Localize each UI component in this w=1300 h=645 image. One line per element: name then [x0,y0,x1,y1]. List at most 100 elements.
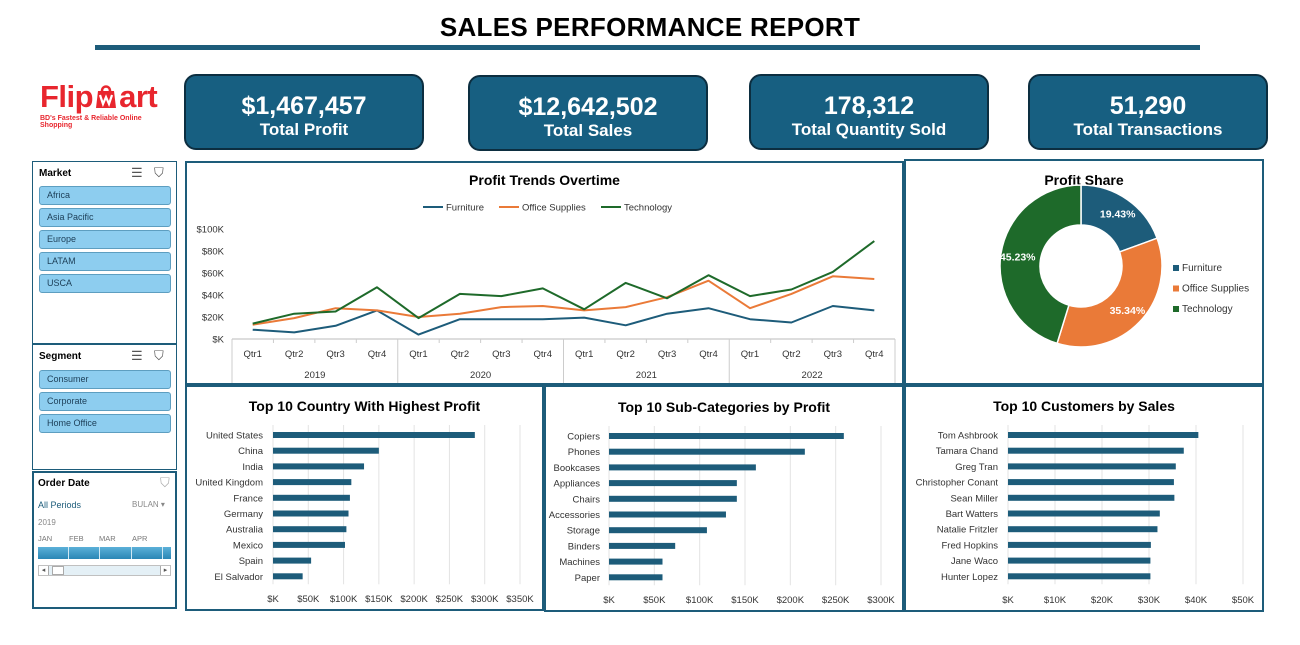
kpi-total-sales: $12,642,502 Total Sales [468,75,708,151]
slicer-item[interactable]: USCA [39,274,171,293]
y-tick-label: $40K [202,291,225,302]
x-tick-label: $250K [822,595,850,606]
x-tick-label: Qtr2 [782,349,800,360]
top-subcategories-panel: Top 10 Sub-Categories by Profit $K $50K $1… [544,385,904,612]
category-label: Natalie Fritzler [937,525,998,536]
data-label: 35.34% [1110,305,1146,317]
category-label: Bookcases [554,463,601,474]
clear-filter-icon[interactable]: ⛉ [160,475,170,490]
timeline-scrollbar[interactable]: ◂ ▸ [38,565,171,576]
series-line-technology [252,240,875,325]
bar [1008,510,1160,517]
kpi-label: Total Quantity Sold [791,120,947,139]
slicer-item[interactable]: LATAM [39,252,171,271]
category-label: United States [206,431,263,442]
clear-filter-icon[interactable]: ⛉ [154,165,164,180]
bar [273,510,349,517]
category-label: Chairs [573,494,601,505]
category-label: Bart Watters [946,509,999,520]
y-tick-label: $K [212,335,224,346]
legend-swatch [1173,285,1179,292]
x-tick-label: $50K [643,595,666,606]
kpi-value: 178,312 [823,92,915,120]
bar [609,511,726,518]
category-label: Binders [568,541,600,552]
kpi-total-quantity: 178,312 Total Quantity Sold [749,74,989,150]
category-label: Phones [568,447,600,458]
bar [273,526,347,533]
bar [1008,494,1175,501]
x-tick-label: Qtr1 [409,349,427,360]
clear-filter-icon[interactable]: ⛉ [154,348,164,363]
kpi-value: $1,467,457 [241,92,367,120]
month-jan: JAN [38,534,53,543]
x-tick-label: $300K [471,594,499,605]
bar [609,574,663,581]
title-underline [95,45,1200,50]
y-tick-label: $20K [202,313,225,324]
bar [609,542,676,549]
category-label: Australia [226,525,264,536]
multi-select-icon[interactable]: ☰ [131,348,143,363]
slicer-item[interactable]: Asia Pacific [39,208,171,227]
x-tick-label: Qtr2 [285,349,303,360]
multi-select-icon[interactable]: ☰ [131,165,143,180]
x-tick-label: Qtr1 [575,349,593,360]
x-tick-label: Qtr4 [368,349,386,360]
category-label: Storage [567,526,600,537]
slicer-item[interactable]: Corporate [39,392,171,411]
flipmart-logo: Flip art BD's Fastest & Reliable Online S… [40,79,158,130]
donut-slice-office-supplies [1056,237,1163,348]
scroll-thumb[interactable] [52,566,64,575]
x-tick-label: Qtr3 [824,349,842,360]
chart-title: Profit Trends Overtime [469,172,620,188]
y-tick-label: $100K [197,225,225,236]
bar [1008,557,1151,564]
slicer-item[interactable]: Africa [39,186,171,205]
kpi-label: Total Profit [259,120,349,139]
profit-share-panel: Profit Share 19.43% 35.34% 45.23% Furniture… [904,159,1264,385]
bar [609,480,737,487]
x-tick-label: Qtr4 [699,349,717,360]
slicer-item[interactable]: Europe [39,230,171,249]
category-label: Mexico [233,540,263,551]
x-tick-label: $150K [731,595,759,606]
category-label: El Salvador [214,572,263,583]
y-tick-label: $80K [202,247,225,258]
bar [1008,479,1174,486]
category-label: Paper [575,573,600,584]
shopping-bag-icon [93,82,119,108]
x-tick-label: Qtr4 [534,349,552,360]
bar [1008,447,1184,454]
x-tick-label: Qtr2 [616,349,634,360]
bar [609,433,844,439]
category-label: Tamara Chand [936,446,998,457]
bar [609,448,805,455]
all-periods-label: All Periods [38,500,82,510]
bar [273,447,379,454]
bar [273,494,350,501]
x-tick-label: Qtr1 [243,349,261,360]
category-label: Machines [559,557,600,568]
scroll-left-icon[interactable]: ◂ [39,566,49,575]
x-tick-label: $250K [436,594,464,605]
category-label: Jane Waco [951,556,998,567]
x-year-label: 2019 [304,370,325,381]
timeline-bar[interactable] [38,547,171,559]
x-tick-label: $100K [686,595,714,606]
x-tick-label: $100K [330,594,358,605]
slicer-item[interactable]: Home Office [39,414,171,433]
scroll-right-icon[interactable]: ▸ [160,566,170,575]
bar [1008,573,1151,580]
x-tick-label: $40K [1185,595,1208,606]
time-level-dropdown[interactable]: BULAN ▾ [132,500,165,509]
slicer-item[interactable]: Consumer [39,370,171,389]
category-label: Spain [239,556,263,567]
y-tick-label: $60K [202,269,225,280]
category-label: China [238,446,264,457]
timeline-year: 2019 [38,518,56,527]
x-tick-label: Qtr2 [451,349,469,360]
x-tick-label: $200K [400,594,428,605]
x-tick-label: Qtr4 [865,349,883,360]
profit-trends-panel: Profit Trends Overtime Furniture Office S… [185,161,904,385]
